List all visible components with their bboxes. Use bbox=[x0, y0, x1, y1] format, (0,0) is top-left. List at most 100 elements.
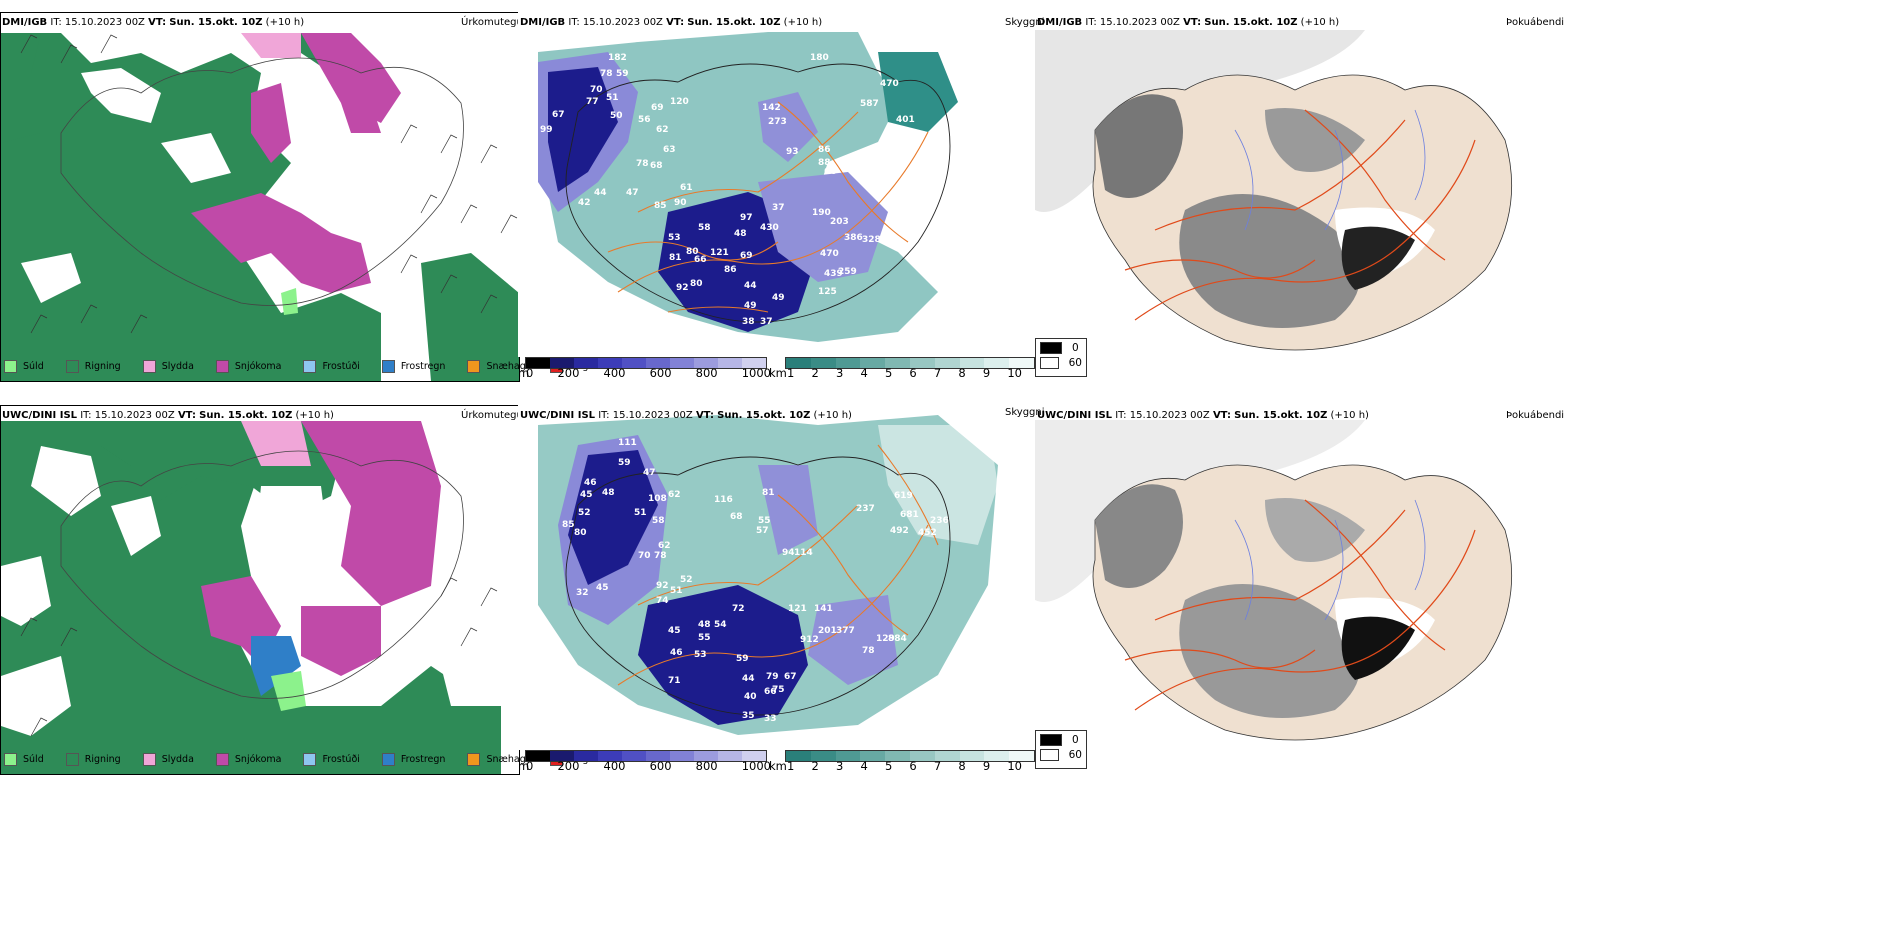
visibility-ticks: 1 2 3 4 5 6 7 8 9 10 bbox=[787, 759, 1022, 773]
fog-map-canvas bbox=[1035, 30, 1565, 375]
svg-text:75: 75 bbox=[772, 685, 785, 695]
legend-item: Súld bbox=[4, 360, 44, 373]
height-unit: m bbox=[518, 366, 530, 380]
svg-text:386: 386 bbox=[844, 233, 863, 243]
svg-text:71: 71 bbox=[668, 676, 681, 686]
panel-header-fog: UWC/DINI ISL IT: 15.10.2023 00Z VT: Sun.… bbox=[1037, 410, 1369, 421]
svg-text:51: 51 bbox=[606, 93, 619, 103]
wind-barbs bbox=[20, 34, 518, 334]
svg-text:52: 52 bbox=[680, 575, 693, 585]
svg-text:80: 80 bbox=[574, 528, 587, 538]
panel-header-precip: UWC/DINI ISL IT: 15.10.2023 00Z VT: Sun.… bbox=[2, 410, 334, 421]
svg-text:470: 470 bbox=[820, 249, 839, 259]
svg-text:44: 44 bbox=[594, 188, 607, 198]
svg-text:58: 58 bbox=[698, 223, 711, 233]
svg-text:74: 74 bbox=[656, 596, 669, 606]
svg-text:86: 86 bbox=[724, 265, 737, 275]
svg-text:40: 40 bbox=[744, 692, 757, 702]
svg-text:52: 52 bbox=[578, 508, 591, 518]
svg-text:44: 44 bbox=[742, 674, 755, 684]
svg-text:55: 55 bbox=[758, 516, 771, 526]
svg-text:180: 180 bbox=[810, 53, 829, 63]
svg-text:129: 129 bbox=[876, 634, 895, 644]
svg-text:44: 44 bbox=[744, 281, 757, 291]
fog-map-dmi bbox=[1035, 30, 1565, 375]
svg-text:884: 884 bbox=[888, 634, 907, 644]
svg-text:259: 259 bbox=[838, 267, 857, 277]
svg-text:92: 92 bbox=[656, 581, 669, 591]
svg-text:37: 37 bbox=[772, 203, 785, 213]
fog-legend-item: 0 bbox=[1040, 734, 1082, 746]
svg-text:67: 67 bbox=[552, 110, 565, 120]
svg-text:45: 45 bbox=[580, 490, 593, 500]
svg-text:108: 108 bbox=[648, 494, 667, 504]
svg-text:78: 78 bbox=[636, 159, 649, 169]
cloud-map-canvas: 111 59 47 46 45 48 52 108 62 51 85 58 80… bbox=[518, 405, 1033, 750]
svg-text:97: 97 bbox=[740, 213, 753, 223]
svg-text:142: 142 bbox=[762, 103, 781, 113]
fog-legend-item: 60 bbox=[1040, 749, 1082, 761]
svg-text:439: 439 bbox=[824, 269, 843, 279]
svg-text:68: 68 bbox=[730, 512, 743, 522]
svg-text:125: 125 bbox=[818, 287, 837, 297]
svg-text:56: 56 bbox=[638, 115, 651, 125]
height-unit: m bbox=[518, 759, 530, 773]
svg-text:430: 430 bbox=[760, 223, 779, 233]
svg-text:452: 452 bbox=[918, 528, 937, 538]
svg-text:912: 912 bbox=[800, 635, 819, 645]
svg-text:80: 80 bbox=[690, 279, 703, 289]
legend-item: Snæhagl bbox=[467, 753, 528, 766]
legend-item: Frostregn bbox=[381, 360, 445, 373]
svg-text:114: 114 bbox=[794, 548, 813, 558]
svg-text:49: 49 bbox=[772, 293, 785, 303]
svg-text:49: 49 bbox=[744, 301, 757, 311]
svg-text:94: 94 bbox=[782, 548, 795, 558]
fog-map-uwc bbox=[1035, 420, 1565, 765]
legend-item: Snjókoma bbox=[215, 753, 281, 766]
panel-header-cloud: UWC/DINI ISL IT: 15.10.2023 00Z VT: Sun.… bbox=[520, 410, 852, 421]
precip-map-canvas bbox=[1, 406, 519, 774]
visibility-colorbar bbox=[785, 750, 1035, 762]
svg-text:46: 46 bbox=[584, 478, 597, 488]
svg-text:35: 35 bbox=[742, 711, 755, 721]
legend-item: Frostúði bbox=[303, 360, 360, 373]
legend-item: Snæhagl bbox=[467, 360, 528, 373]
svg-text:63: 63 bbox=[663, 145, 676, 155]
legend-item: Rigning bbox=[65, 360, 121, 373]
precip-map-canvas bbox=[1, 13, 519, 381]
panel-header-precip: DMI/IGB IT: 15.10.2023 00Z VT: Sun. 15.o… bbox=[2, 17, 305, 28]
cloud-map-canvas: 182 78 59 70 51 67 77 50 56 99 69 120 62… bbox=[518, 12, 1033, 357]
fog-title: Þokuábendi bbox=[1506, 17, 1565, 28]
svg-text:492: 492 bbox=[890, 526, 909, 536]
svg-text:190: 190 bbox=[812, 208, 831, 218]
svg-text:68: 68 bbox=[650, 161, 663, 171]
svg-text:273: 273 bbox=[768, 117, 787, 127]
precip-legend: Súld Rigning Slydda Snjókoma Frostúði Fr… bbox=[4, 753, 622, 766]
svg-text:90: 90 bbox=[674, 198, 687, 208]
svg-text:201: 201 bbox=[818, 626, 837, 636]
svg-text:61: 61 bbox=[680, 183, 693, 193]
svg-text:328: 328 bbox=[862, 235, 881, 245]
fog-legend: 0 60 bbox=[1035, 730, 1087, 769]
svg-text:48: 48 bbox=[698, 620, 711, 630]
svg-text:80: 80 bbox=[686, 247, 699, 257]
fog-legend: 0 60 bbox=[1035, 338, 1087, 377]
roads bbox=[1124, 109, 1476, 321]
height-colorbar bbox=[525, 357, 767, 369]
svg-text:99: 99 bbox=[540, 125, 553, 135]
svg-text:48: 48 bbox=[602, 488, 615, 498]
svg-text:62: 62 bbox=[656, 125, 669, 135]
legend-item: Slydda bbox=[142, 753, 194, 766]
svg-text:78: 78 bbox=[862, 646, 875, 656]
svg-text:121: 121 bbox=[788, 604, 807, 614]
svg-text:46: 46 bbox=[670, 648, 683, 658]
height-ticks: 0 200 400 600 800 1000 bbox=[526, 759, 771, 773]
cloud-map-dmi: 182 78 59 70 51 67 77 50 56 99 69 120 62… bbox=[518, 12, 1033, 357]
svg-text:81: 81 bbox=[669, 253, 682, 263]
svg-text:79: 79 bbox=[766, 672, 779, 682]
svg-text:116: 116 bbox=[714, 495, 733, 505]
svg-text:72: 72 bbox=[732, 604, 745, 614]
svg-text:236: 236 bbox=[930, 516, 949, 526]
svg-text:78: 78 bbox=[654, 551, 667, 561]
svg-text:120: 120 bbox=[670, 97, 689, 107]
